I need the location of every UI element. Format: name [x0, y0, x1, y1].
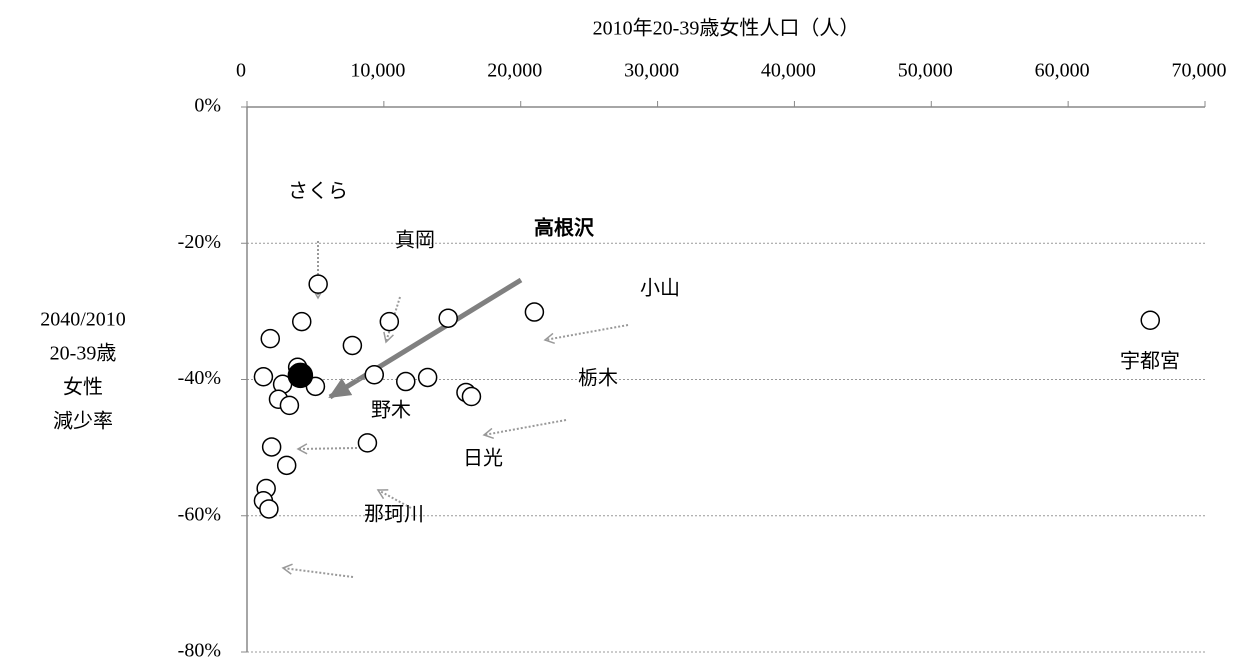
x-tick-label: 30,000 [624, 60, 679, 82]
annotation: 日光 [463, 447, 503, 470]
y-axis-title: 20-39歳 [50, 342, 117, 365]
point [287, 362, 314, 389]
point [524, 302, 545, 322]
y-axis-title: 2040/2010 [40, 309, 126, 331]
x-tick-label: 40,000 [761, 60, 816, 82]
y-tick-label: -80% [178, 640, 221, 661]
point [396, 371, 416, 392]
y-axis-title: 女性 [63, 376, 103, 399]
annotation: 那珂川 [364, 504, 424, 526]
x-tick-label: 60,000 [1035, 60, 1090, 82]
annotation: 高根沢 [534, 216, 595, 240]
point [438, 308, 458, 328]
annotation: 宇都宮 [1120, 350, 1180, 373]
point [357, 433, 378, 453]
point [308, 274, 328, 294]
annotation: さくら [288, 181, 348, 203]
point [260, 328, 281, 349]
y-tick-label: 0% [194, 95, 221, 117]
y-tick-label: -20% [178, 231, 221, 253]
x-tick-label: 10,000 [350, 60, 405, 82]
big-arrow [328, 277, 523, 400]
y-tick-label: -40% [178, 367, 221, 389]
y-axis-title: 減少率 [53, 410, 113, 433]
point [291, 311, 312, 332]
point [417, 367, 438, 388]
point [379, 311, 400, 332]
x-tick-label: 70,000 [1172, 60, 1227, 82]
x-tick-label: 50,000 [898, 60, 953, 82]
point [364, 364, 385, 385]
x-axis-title: 2010年20-39歳女性人口（人） [593, 17, 860, 40]
x-tick-label: 20,000 [487, 60, 542, 82]
point [1140, 310, 1161, 330]
point [259, 499, 279, 519]
point [279, 395, 300, 416]
annotation: 野木 [371, 399, 411, 422]
point [276, 455, 297, 476]
point [253, 367, 274, 387]
point [342, 335, 363, 356]
arrows [281, 241, 629, 578]
annotation: 真岡 [395, 229, 435, 252]
annotation: 栃木 [578, 367, 618, 390]
point [461, 386, 482, 407]
point [261, 437, 282, 457]
annotation: 小山 [640, 277, 680, 300]
x-tick-label: 0 [236, 60, 246, 82]
y-tick-label: -60% [178, 503, 221, 525]
